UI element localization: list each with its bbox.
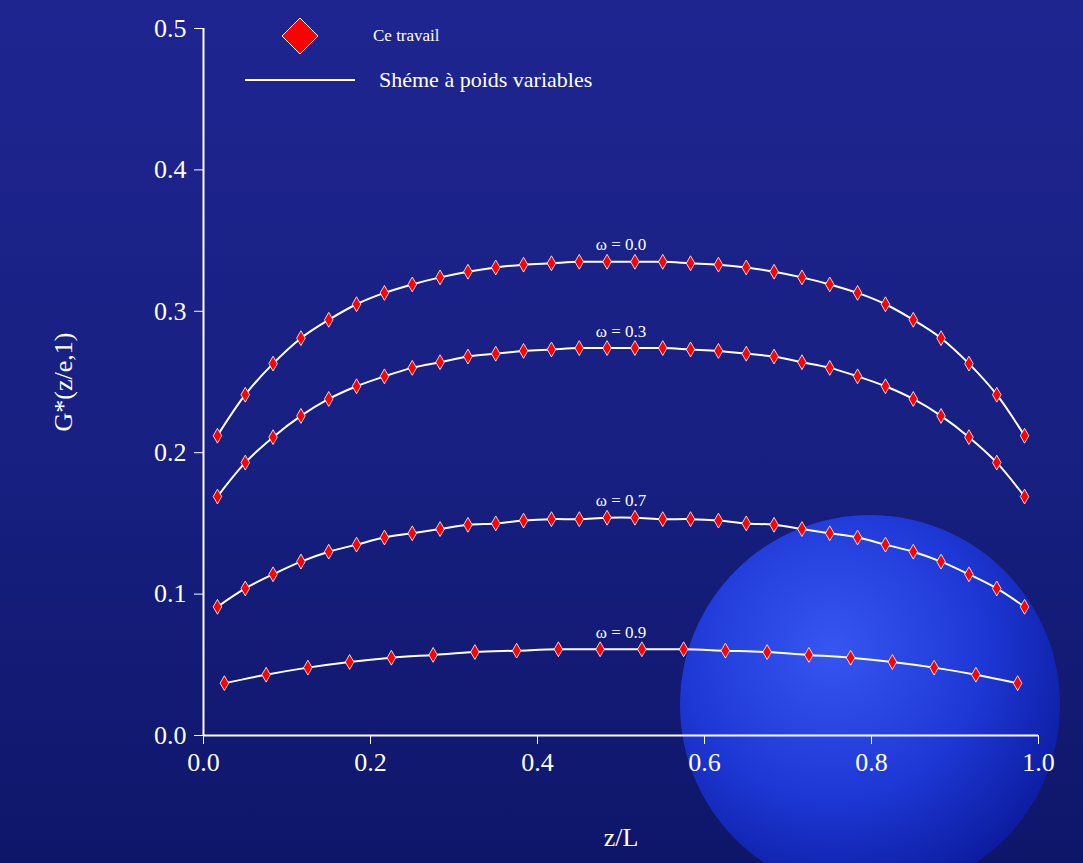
svg-text:ω = 0.3: ω = 0.3 (596, 322, 647, 341)
svg-text:0.2: 0.2 (154, 438, 187, 467)
svg-text:G*(z/e,1): G*(z/e,1) (49, 333, 78, 432)
svg-text:0.6: 0.6 (688, 748, 721, 777)
svg-text:0.5: 0.5 (154, 14, 187, 43)
svg-text:ω = 0.0: ω = 0.0 (596, 235, 647, 254)
svg-text:0.2: 0.2 (354, 748, 387, 777)
svg-text:0.4: 0.4 (521, 748, 554, 777)
svg-text:0.0: 0.0 (187, 748, 220, 777)
svg-text:0.4: 0.4 (154, 155, 187, 184)
svg-text:0.3: 0.3 (154, 297, 187, 326)
svg-text:ω = 0.9: ω = 0.9 (596, 623, 647, 642)
svg-text:0.1: 0.1 (154, 579, 187, 608)
html-text:Ce travail: Ce travail (373, 26, 440, 45)
svg-text:0.0: 0.0 (154, 721, 187, 750)
svg-text:1.0: 1.0 (1022, 748, 1055, 777)
svg-text:0.8: 0.8 (855, 748, 888, 777)
svg-text:z/L: z/L (604, 823, 639, 852)
svg-text:ω = 0.7: ω = 0.7 (596, 491, 647, 510)
html-text:Shéme à poids variables: Shéme à poids variables (379, 67, 593, 92)
